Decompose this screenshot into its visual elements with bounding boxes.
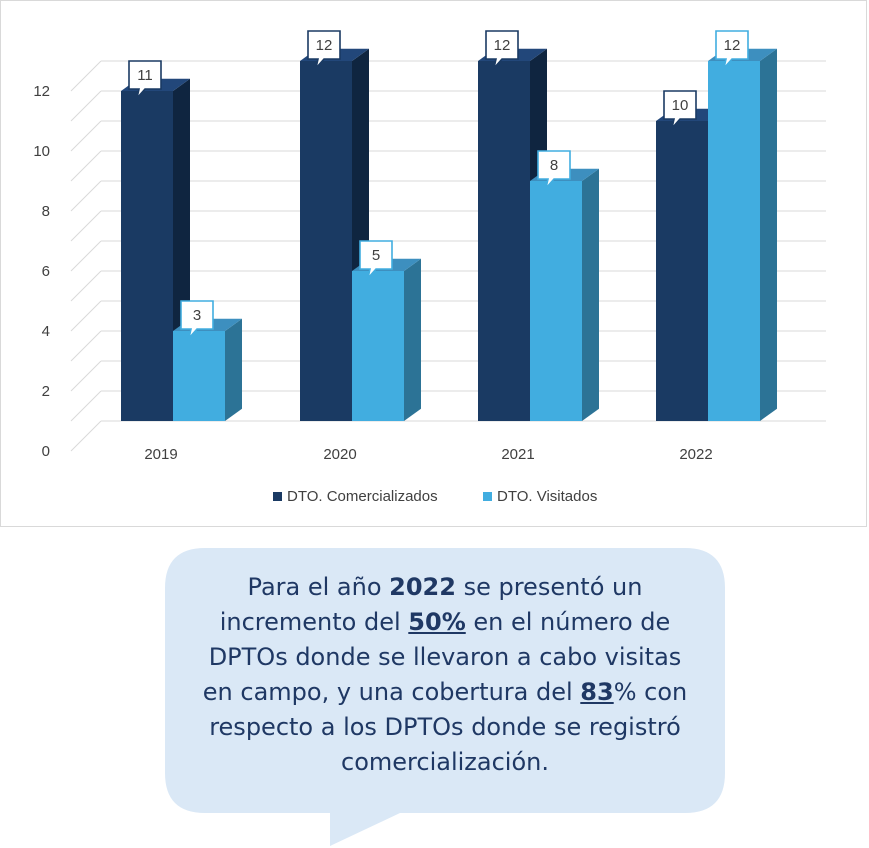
callout-year: 2022 xyxy=(389,573,456,601)
y-tick-label: 12 xyxy=(33,83,50,100)
y-tick-label: 10 xyxy=(33,143,50,160)
data-label: 10 xyxy=(672,97,689,114)
data-label: 12 xyxy=(494,37,511,54)
grid-diagonal xyxy=(70,60,102,92)
bar-comercializados-2021 xyxy=(478,61,530,421)
data-label: 12 xyxy=(316,37,333,54)
legend-swatch xyxy=(273,492,282,501)
bar-comercializados-2019 xyxy=(121,91,173,421)
bar-side xyxy=(225,318,242,421)
callout-seg4: con respecto a los DPTOs donde se regist… xyxy=(209,678,688,776)
grid-diagonal xyxy=(70,360,102,392)
grid-diagonal xyxy=(70,330,102,362)
grid-diagonal xyxy=(70,420,102,452)
y-tick-label: 6 xyxy=(42,263,50,280)
bar-visitados-2020 xyxy=(352,271,404,421)
bar-side xyxy=(582,168,599,421)
data-label-box xyxy=(663,90,697,131)
y-tick-label: 0 xyxy=(42,443,50,460)
grid-diagonal xyxy=(70,300,102,332)
grid-diagonal xyxy=(70,150,102,182)
grid-diagonal xyxy=(70,390,102,422)
callout-seg1: Para el año xyxy=(247,573,390,601)
x-tick-label: 2022 xyxy=(679,446,712,463)
y-tick-label: 2 xyxy=(42,383,50,400)
grid-diagonal xyxy=(70,210,102,242)
bar-visitados-2019 xyxy=(173,331,225,421)
data-label-box xyxy=(715,30,749,71)
bar-comercializados-2022 xyxy=(656,121,708,421)
callout-pct2-symbol: % xyxy=(613,678,637,706)
data-label: 3 xyxy=(193,307,201,324)
bar-visitados-2022 xyxy=(708,61,760,421)
callout-pct2-number: 83 xyxy=(580,678,614,706)
callout-text: Para el año 2022 se presentó un incremen… xyxy=(190,570,700,780)
grid-diagonal xyxy=(70,240,102,272)
y-axis-ticks: 0 2 4 6 8 10 12 xyxy=(33,83,50,460)
data-labels: 11 12 12 10 3 5 8 12 xyxy=(128,30,749,341)
callout-bubble: Para el año 2022 se presentó un incremen… xyxy=(160,548,730,848)
callout-shape xyxy=(165,548,725,846)
x-tick-label: 2021 xyxy=(501,446,534,463)
grid-diagonal xyxy=(70,90,102,122)
data-label-box xyxy=(180,300,214,341)
data-label: 11 xyxy=(137,67,153,84)
legend: DTO. Comercializados DTO. Visitados xyxy=(273,488,597,505)
grid-diagonal xyxy=(70,120,102,152)
data-label-box xyxy=(485,30,519,71)
bar-side xyxy=(760,48,777,421)
legend-swatch xyxy=(483,492,492,501)
legend-label: DTO. Comercializados xyxy=(287,488,438,505)
y-tick-label: 8 xyxy=(42,203,50,220)
data-label-box xyxy=(307,30,341,71)
legend-label: DTO. Visitados xyxy=(497,488,597,505)
x-tick-label: 2020 xyxy=(323,446,356,463)
grid-diagonal xyxy=(70,180,102,212)
bar-comercializados-2020 xyxy=(300,61,352,421)
bar-chart: 0 2 4 6 8 10 12 11 12 12 10 3 5 8 12 2019 2020 2021 2022… xyxy=(33,30,826,505)
data-label-box xyxy=(359,240,393,281)
y-tick-label: 4 xyxy=(42,323,50,340)
x-axis-ticks: 2019 2020 2021 2022 xyxy=(144,446,712,463)
data-label: 12 xyxy=(724,37,741,54)
callout-seg3: en el número de DPTOs donde se llevaron … xyxy=(202,608,682,706)
grid-diagonal xyxy=(70,270,102,302)
callout-pct1: 50% xyxy=(408,608,466,636)
x-tick-label: 2019 xyxy=(144,446,177,463)
bar-side xyxy=(404,258,421,421)
bars xyxy=(121,48,777,421)
chart-frame: 0 2 4 6 8 10 12 11 12 12 10 3 5 8 12 2019 2020 2021 2022… xyxy=(0,0,867,527)
data-label-box xyxy=(128,60,162,101)
data-label: 8 xyxy=(550,157,558,174)
data-label-box xyxy=(537,150,571,191)
callout-seg2: se presentó un incremento del xyxy=(219,573,643,636)
data-label: 5 xyxy=(372,247,380,264)
bar-visitados-2021 xyxy=(530,181,582,421)
